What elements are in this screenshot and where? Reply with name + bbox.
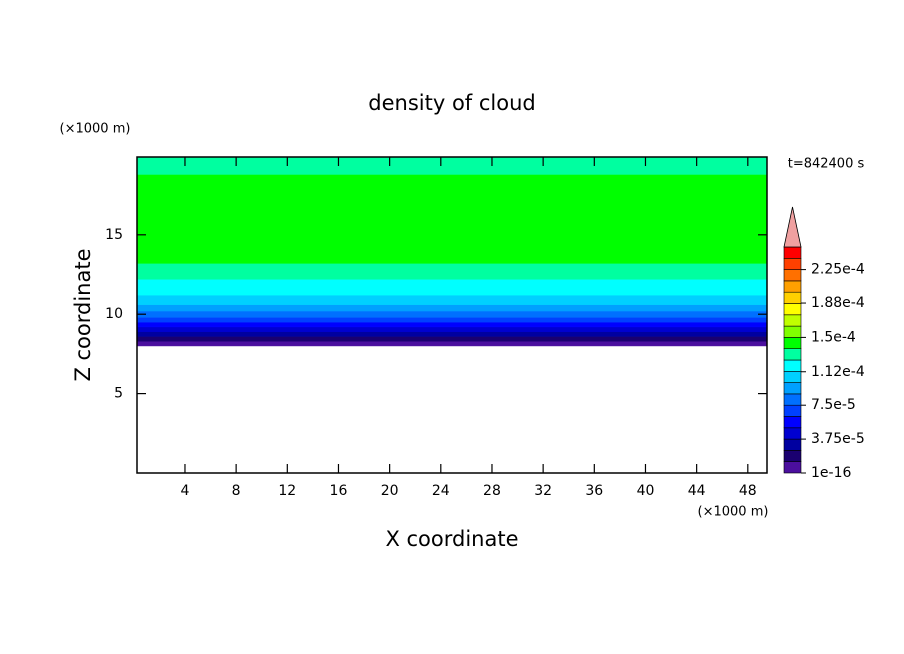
contour-band [136, 156, 768, 175]
colorbar-extend [783, 206, 802, 248]
x-tick-label: 16 [330, 483, 348, 499]
colorbar-box [783, 393, 802, 406]
x-tick-label: 8 [232, 483, 241, 499]
colorbar-box [783, 269, 802, 282]
colorbar-tick-label: 3.75e-5 [811, 431, 865, 447]
x-tick-label: 12 [278, 483, 296, 499]
colorbar-box [783, 291, 802, 304]
colorbar-tick-label: 2.25e-4 [811, 262, 865, 278]
x-unit: (×1000 m) [698, 505, 769, 520]
x-tick-label: 4 [181, 483, 190, 499]
colorbar-box [783, 314, 802, 327]
x-axis-label: X coordinate [385, 527, 518, 551]
x-tick-label: 28 [483, 483, 501, 499]
x-tick-label: 36 [585, 483, 603, 499]
colorbar-box [783, 303, 802, 316]
contour-band [136, 336, 768, 342]
colorbar-box [783, 359, 802, 372]
y-unit: (×1000 m) [60, 122, 131, 137]
y-axis-label: Z coordinate [71, 248, 95, 381]
colorbar-box [783, 280, 802, 293]
colorbar-box [783, 348, 802, 361]
y-tick-label: 15 [105, 227, 123, 243]
colorbar-box [783, 257, 802, 270]
x-tick-label: 20 [381, 483, 399, 499]
x-tick-label: 44 [688, 483, 706, 499]
contour-band [136, 326, 768, 332]
contour-band [136, 321, 768, 328]
x-tick-label: 32 [534, 483, 552, 499]
contour-band [136, 331, 768, 337]
colorbar-box [783, 438, 802, 451]
colorbar-tick-label: 7.5e-5 [811, 397, 856, 413]
colorbar-box [783, 370, 802, 383]
contour-band [136, 263, 768, 280]
colorbar-tick-label: 1.5e-4 [811, 329, 856, 345]
colorbar-box [783, 325, 802, 338]
x-tick-label: 40 [637, 483, 655, 499]
y-tick-label: 5 [114, 386, 123, 402]
contour-band [136, 310, 768, 318]
plot-frame [136, 156, 768, 474]
colorbar-tick-label: 1e-16 [811, 465, 851, 481]
colorbar-tick-label: 1.12e-4 [811, 364, 865, 380]
contour-band [136, 279, 768, 296]
contour-band [136, 304, 768, 312]
colorbar-box [783, 246, 802, 259]
chart-title: density of cloud [368, 91, 535, 115]
colorbar-box [783, 382, 802, 395]
y-tick-label: 10 [105, 306, 123, 322]
contour-band [136, 174, 768, 264]
colorbar-box [783, 427, 802, 440]
colorbar-box [783, 404, 802, 417]
x-tick-label: 48 [739, 483, 757, 499]
colorbar-box [783, 337, 802, 349]
annotation: t=842400 s [788, 157, 865, 172]
colorbar-box [783, 416, 802, 429]
colorbar-tick-label: 1.88e-4 [811, 295, 865, 311]
colorbar-box [783, 450, 802, 462]
contour-band [136, 340, 768, 347]
contour-band [136, 294, 768, 305]
contour-band [136, 317, 768, 323]
x-tick-label: 24 [432, 483, 450, 499]
colorbar-box [783, 461, 802, 474]
